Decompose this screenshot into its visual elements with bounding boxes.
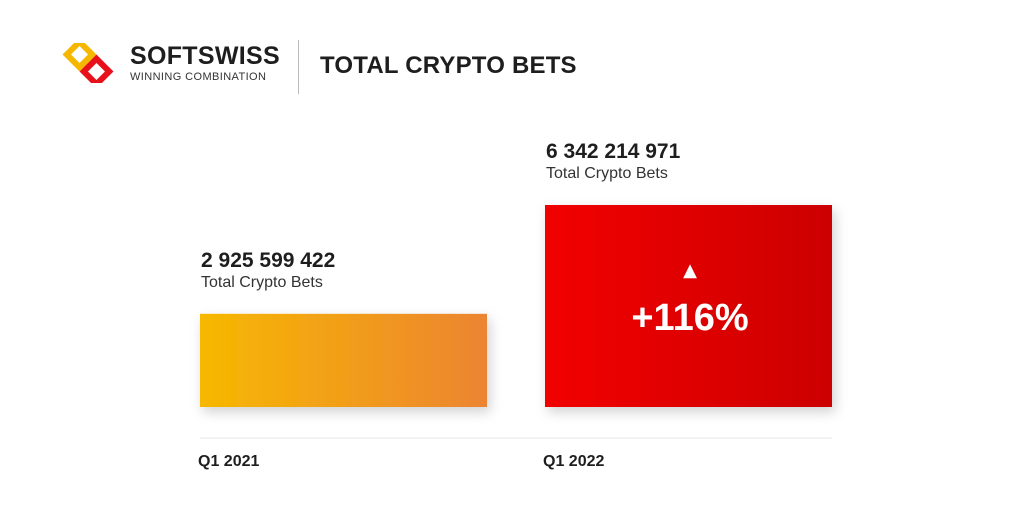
bar-value-label: 6 342 214 971 xyxy=(546,140,681,163)
bar-q1-2021 xyxy=(200,313,487,407)
page-title: TOTAL CRYPTO BETS xyxy=(320,52,577,79)
category-label: Q1 2022 xyxy=(543,453,604,470)
bar-value-sublabel: Total Crypto Bets xyxy=(546,165,668,182)
header-divider xyxy=(298,40,299,94)
category-label: Q1 2021 xyxy=(198,453,259,470)
growth-label: +116% xyxy=(631,297,748,339)
brand-name: SOFTSWISS xyxy=(130,42,280,70)
bar-value-label: 2 925 599 422 xyxy=(201,249,335,272)
bar-value-sublabel: Total Crypto Bets xyxy=(201,274,323,291)
softswiss-logo-icon xyxy=(62,43,114,83)
growth-arrow-icon: ▲ xyxy=(683,260,697,281)
brand-tagline: WINNING COMBINATION xyxy=(130,71,267,83)
bar-q1-2022 xyxy=(545,205,832,407)
